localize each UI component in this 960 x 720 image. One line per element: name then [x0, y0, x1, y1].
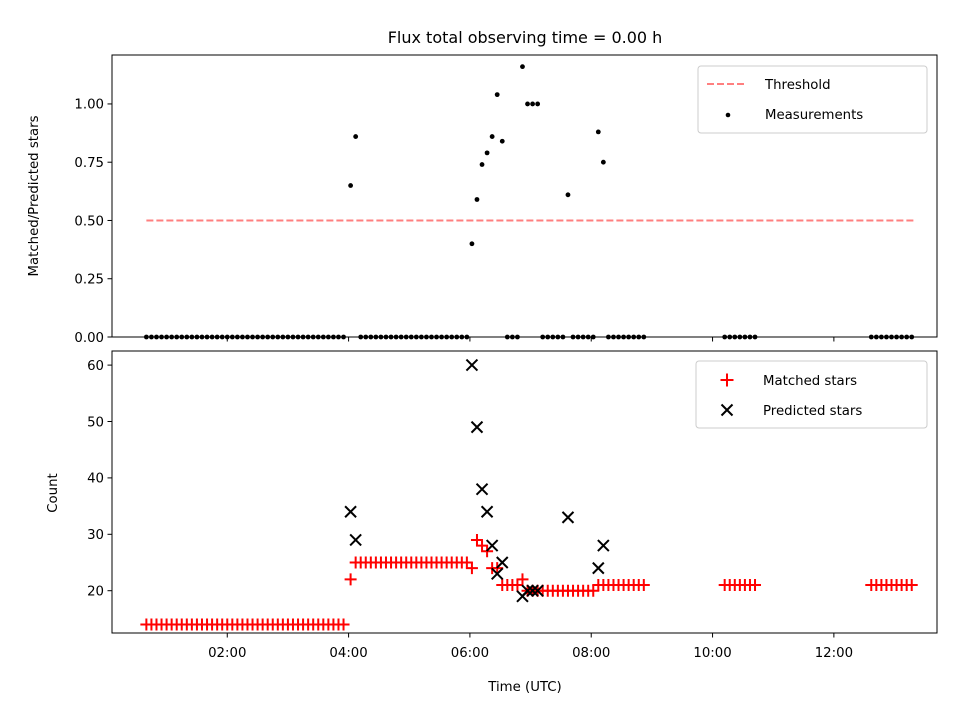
bottom-y-axis: 20 30 40 50 60 — [87, 359, 112, 600]
predicted-star-point — [496, 556, 509, 569]
predicted-star-point — [531, 584, 544, 597]
top-ytick-label: 1.00 — [74, 98, 104, 113]
matched-star-point — [516, 573, 529, 586]
measurement-point — [600, 159, 606, 165]
bottom-legend-box — [695, 360, 928, 429]
legend-measurements-label: Measurements — [765, 108, 863, 123]
predicted-star-point — [465, 358, 479, 372]
bottom-panel: 20 30 40 50 60 02:00 04:00 06:00 08:00 10:00 12:0… — [46, 350, 938, 695]
measurement-point — [525, 101, 530, 107]
measurement-point — [535, 101, 541, 107]
predicted-star-point — [475, 482, 489, 496]
measurement-point — [479, 162, 485, 167]
matched-star-point — [749, 579, 762, 592]
top-panel: 0.00 0.25 0.50 0.75 1.00 Matched/Predicted s… — [27, 54, 938, 346]
matched-star-point — [587, 584, 600, 597]
bottom-legend: Matched stars Predicted stars — [695, 360, 928, 429]
measurement-point — [474, 197, 480, 202]
bottom-axes-frame — [111, 350, 938, 634]
bottom-ytick-label: 40 — [87, 472, 104, 487]
top-y-axis-label: Matched/Predicted stars — [27, 115, 42, 276]
top-y-axis: 0.00 0.25 0.50 0.75 1.00 — [74, 98, 112, 346]
measurement-point — [520, 64, 525, 70]
measurement-point — [499, 138, 505, 144]
measurement-point — [489, 134, 495, 139]
predicted-star-point — [344, 505, 357, 518]
top-plot-marks — [143, 64, 915, 340]
predicted-star-point — [480, 505, 494, 518]
top-ytick-label: 0.00 — [74, 331, 104, 346]
bottom-ytick-label: 50 — [87, 415, 104, 430]
bottom-x-axis-label: Time (UTC) — [487, 680, 562, 695]
matched-star-point — [460, 556, 473, 569]
top-legend-box — [697, 65, 928, 134]
predicted-star-point — [485, 539, 499, 552]
bottom-ytick-label: 60 — [87, 359, 104, 374]
matched-star-point — [905, 579, 918, 592]
measurement-point — [353, 134, 359, 139]
top-axes-frame — [111, 54, 938, 338]
measurement-point — [595, 129, 601, 135]
predicted-star-point — [592, 561, 605, 575]
bottom-xtick-label: 12:00 — [815, 646, 853, 661]
measurement-point — [494, 92, 500, 98]
matched-star-point — [511, 579, 524, 592]
legend-measurements-swatch — [725, 112, 731, 118]
legend-threshold-label: Threshold — [764, 78, 831, 93]
matched-star-point — [476, 539, 489, 552]
legend-matched-label: Matched stars — [763, 374, 857, 389]
bottom-xtick-label: 08:00 — [572, 646, 610, 661]
bottom-xtick-label: 10:00 — [693, 646, 731, 661]
measurement-point — [530, 101, 535, 107]
bottom-ytick-label: 20 — [87, 585, 104, 600]
predicted-star-point — [526, 584, 539, 597]
bottom-xtick-label: 06:00 — [451, 646, 489, 661]
predicted-star-point — [561, 511, 575, 524]
bottom-ytick-label: 30 — [87, 528, 104, 543]
bottom-y-axis-label: Count — [46, 473, 61, 513]
measurement-point — [469, 241, 475, 247]
predicted-star-point — [490, 567, 504, 580]
top-chart-title: Flux total observing time = 0.00 h — [388, 28, 663, 47]
measurement-point — [484, 150, 490, 156]
predicted-star-point — [470, 420, 484, 434]
predicted-star-point — [349, 533, 362, 547]
top-ytick-label: 0.50 — [74, 214, 104, 229]
matched-star-point — [337, 618, 350, 631]
top-ytick-label: 0.25 — [74, 273, 104, 288]
legend-matched-swatch — [720, 373, 734, 387]
matched-star-point — [465, 562, 478, 575]
bottom-xtick-label: 04:00 — [329, 646, 367, 661]
predicted-star-point — [597, 539, 610, 552]
top-x-axis — [226, 337, 835, 342]
legend-predicted-label: Predicted stars — [763, 404, 862, 419]
top-ytick-label: 0.75 — [74, 156, 104, 171]
top-legend: Threshold Measurements — [697, 65, 928, 134]
predicted-star-point — [521, 584, 534, 597]
legend-predicted-swatch — [720, 403, 734, 417]
matched-star-point — [637, 579, 650, 592]
bottom-x-axis: 02:00 04:00 06:00 08:00 10:00 12:00 — [208, 633, 853, 661]
measurement-point — [565, 192, 571, 198]
matched-star-point — [344, 573, 357, 586]
bottom-plot-marks — [140, 358, 918, 631]
measurement-point — [348, 183, 354, 188]
matched-star-point — [470, 533, 483, 546]
bottom-xtick-label: 02:00 — [208, 646, 246, 661]
